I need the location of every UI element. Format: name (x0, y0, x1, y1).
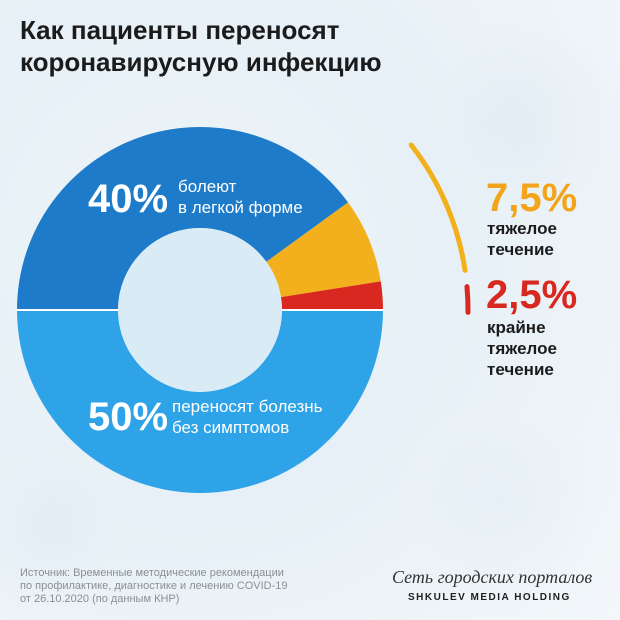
critical-description-label: крайне тяжелое течение (487, 318, 557, 379)
asymptomatic-description-label: без симптомов (172, 418, 289, 437)
severe-description-label: тяжелое течение (487, 219, 557, 259)
critical-callout-arc (464, 284, 471, 315)
mild-description-label: в легкой форме (178, 198, 303, 217)
brand-name: Сеть городских порталов (392, 567, 593, 587)
severe-callout-arc (408, 142, 468, 273)
donut-center (118, 228, 282, 392)
donut-slice-7,5% (266, 202, 381, 298)
mild-percent-label: 40% (88, 177, 168, 221)
asymptomatic-percent-label: 50% (88, 395, 168, 439)
background-virus-decoration (420, 20, 620, 220)
asymptomatic-description-label: переносят болезнь (172, 397, 323, 416)
donut-slice-50% (17, 310, 383, 493)
severe-percent-label: 7,5% (486, 176, 578, 220)
background-virus-decoration (390, 400, 610, 600)
donut-slice-2,5% (280, 281, 383, 310)
critical-percent-label: 2,5% (486, 273, 578, 317)
chart-title: Как пациенты переносят коронавирусную ин… (20, 15, 382, 77)
mild-description-label: болеют (178, 177, 237, 196)
donut-slice-40% (17, 127, 349, 311)
brand-subtitle: SHKULEV MEDIA HOLDING (408, 592, 571, 603)
source-note: Источник: Временные методические рекомен… (20, 567, 288, 605)
